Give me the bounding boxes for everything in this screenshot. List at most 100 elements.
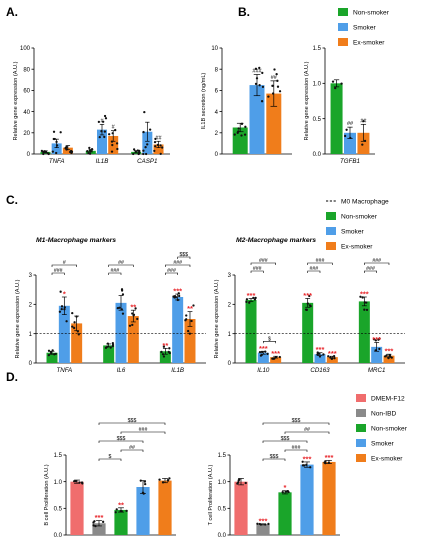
y-tick-label: 0 xyxy=(228,361,232,367)
comparison-label: ## xyxy=(129,445,135,451)
data-point xyxy=(58,310,62,313)
comparison-label: $$$ xyxy=(128,418,137,424)
data-point xyxy=(184,319,187,322)
y-tick-label: 1.0 xyxy=(313,82,322,88)
data-point xyxy=(71,325,74,328)
data-point xyxy=(266,352,269,356)
legend-swatch xyxy=(356,409,366,417)
bar-C2-2-1 xyxy=(371,346,383,363)
data-point xyxy=(42,150,45,154)
data-point xyxy=(143,480,147,483)
data-point xyxy=(136,317,139,321)
y-tick-label: 1.5 xyxy=(313,46,322,52)
data-point xyxy=(327,461,331,464)
data-point xyxy=(52,130,56,133)
comparison-bracket xyxy=(120,431,166,434)
data-point xyxy=(377,338,380,341)
y-tick-label: 4 xyxy=(215,110,219,116)
data-point xyxy=(55,140,58,144)
data-point xyxy=(111,343,115,347)
significance-star: *** xyxy=(173,287,182,296)
data-point xyxy=(264,523,267,526)
y-tick-label: 2 xyxy=(228,303,232,309)
y-tick-label: 8 xyxy=(215,67,219,73)
y-tick-label: 1.0 xyxy=(218,480,227,486)
y-tick-label: 0.5 xyxy=(313,117,322,123)
data-point xyxy=(245,298,249,301)
data-point xyxy=(89,150,92,153)
y-tick-label: 0.0 xyxy=(218,533,227,539)
data-point xyxy=(47,349,51,352)
data-point xyxy=(278,355,281,359)
panel-letter-b: B. xyxy=(238,5,250,19)
significance-mark: # xyxy=(112,125,116,131)
data-point xyxy=(333,357,336,360)
data-point xyxy=(385,354,388,357)
x-tick-label: CD163 xyxy=(310,367,330,374)
data-point xyxy=(90,148,94,151)
data-point xyxy=(365,301,368,304)
significance-mark: ## xyxy=(347,121,354,127)
data-point xyxy=(308,304,312,307)
data-point xyxy=(178,294,181,298)
bar-C1-2-0 xyxy=(159,351,171,363)
comparison-bracket xyxy=(262,458,286,461)
data-point xyxy=(374,349,377,352)
data-point xyxy=(134,150,138,153)
data-point xyxy=(47,354,51,357)
data-point xyxy=(248,301,251,304)
bar-D2-1 xyxy=(256,524,270,535)
data-point xyxy=(340,82,343,85)
bar-C1-0-1 xyxy=(58,305,70,363)
significance-star: *** xyxy=(259,344,268,353)
data-point xyxy=(271,84,274,87)
y-tick-label: 3 xyxy=(228,273,232,279)
bar-C1-0-0 xyxy=(46,352,58,363)
bar-D1-4 xyxy=(158,480,172,535)
data-point xyxy=(365,308,369,312)
legend-label: Ex-smoker xyxy=(371,455,403,462)
data-point xyxy=(305,308,309,312)
data-point xyxy=(50,352,53,355)
significance-star: *** xyxy=(95,513,104,522)
data-point xyxy=(59,290,62,293)
data-point xyxy=(100,130,103,133)
data-point xyxy=(322,353,325,356)
data-point xyxy=(361,143,364,146)
legend-swatch xyxy=(338,38,348,46)
data-point xyxy=(363,308,366,311)
data-point xyxy=(92,524,95,527)
legend-label: DMEM-F12 xyxy=(371,395,405,402)
data-point xyxy=(88,152,92,155)
significance-star: *** xyxy=(360,290,369,299)
data-point xyxy=(63,308,66,311)
data-point xyxy=(301,460,304,463)
legend-label: Smoker xyxy=(353,24,377,31)
comparison-label: # xyxy=(63,260,66,266)
data-point xyxy=(256,522,259,525)
data-point xyxy=(144,152,148,156)
data-point xyxy=(161,353,165,356)
data-point xyxy=(244,125,247,128)
bar-A2-0-2 xyxy=(266,93,282,154)
x-tick-label: MRC1 xyxy=(368,367,386,374)
comparison-label: ### xyxy=(54,268,63,274)
data-point xyxy=(260,353,263,357)
data-point xyxy=(104,117,108,120)
bar-A2-0-0 xyxy=(232,127,248,154)
bar-C2-0-2 xyxy=(270,357,282,363)
data-point xyxy=(132,148,136,151)
bar-D1-2 xyxy=(114,509,128,535)
comparison-bracket xyxy=(108,272,122,275)
data-point xyxy=(74,480,77,483)
data-point xyxy=(53,137,56,141)
data-point xyxy=(55,144,59,147)
data-point xyxy=(330,357,334,361)
y-tick-label: 0 xyxy=(27,152,31,158)
data-point xyxy=(154,137,157,141)
significance-mark: # xyxy=(100,118,104,124)
comparison-label: ### xyxy=(259,258,268,264)
data-point xyxy=(236,131,239,134)
data-point xyxy=(115,508,118,511)
y-axis-label: Relative gene expression (A.U.) xyxy=(13,61,19,140)
